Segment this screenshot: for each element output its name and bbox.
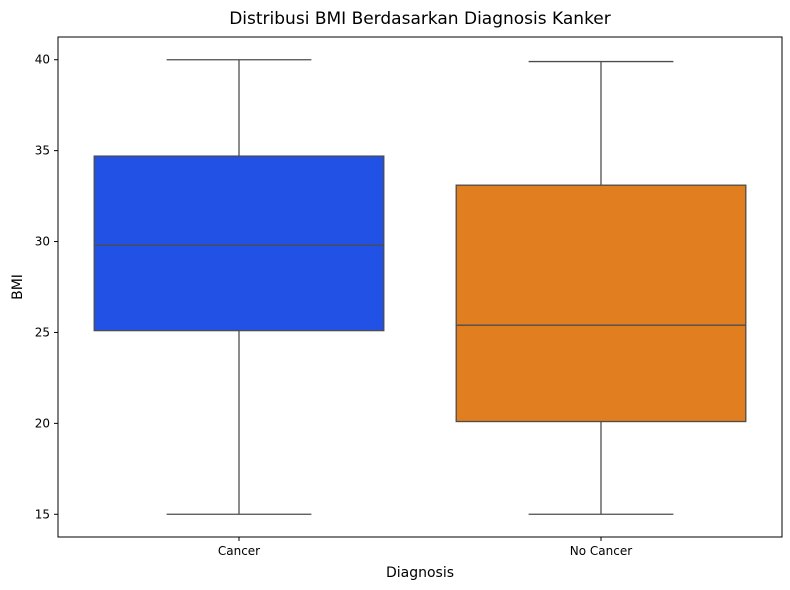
y-axis-label: BMI (10, 274, 26, 300)
plot-frame (57, 36, 783, 538)
box-iqr (93, 155, 385, 332)
chart-title: Distribusi BMI Berdasarkan Diagnosis Kan… (229, 9, 611, 29)
y-tick-label: 15 (35, 507, 50, 521)
y-tick-label: 35 (35, 144, 50, 158)
y-tick-label: 25 (35, 325, 50, 339)
x-tick-label: No Cancer (570, 544, 632, 558)
box-iqr (455, 184, 747, 423)
y-tick-label: 20 (35, 416, 50, 430)
plot-area (57, 36, 783, 538)
y-tick-label: 40 (35, 53, 50, 67)
x-axis: Cancer No Cancer (218, 537, 632, 558)
y-tick-label: 30 (35, 235, 50, 249)
x-tick-label: Cancer (218, 544, 260, 558)
x-axis-label: Diagnosis (386, 565, 454, 581)
y-axis: 15 20 25 30 35 40 (35, 53, 58, 521)
box-cancer (93, 59, 385, 515)
box-no-cancer (455, 60, 747, 515)
